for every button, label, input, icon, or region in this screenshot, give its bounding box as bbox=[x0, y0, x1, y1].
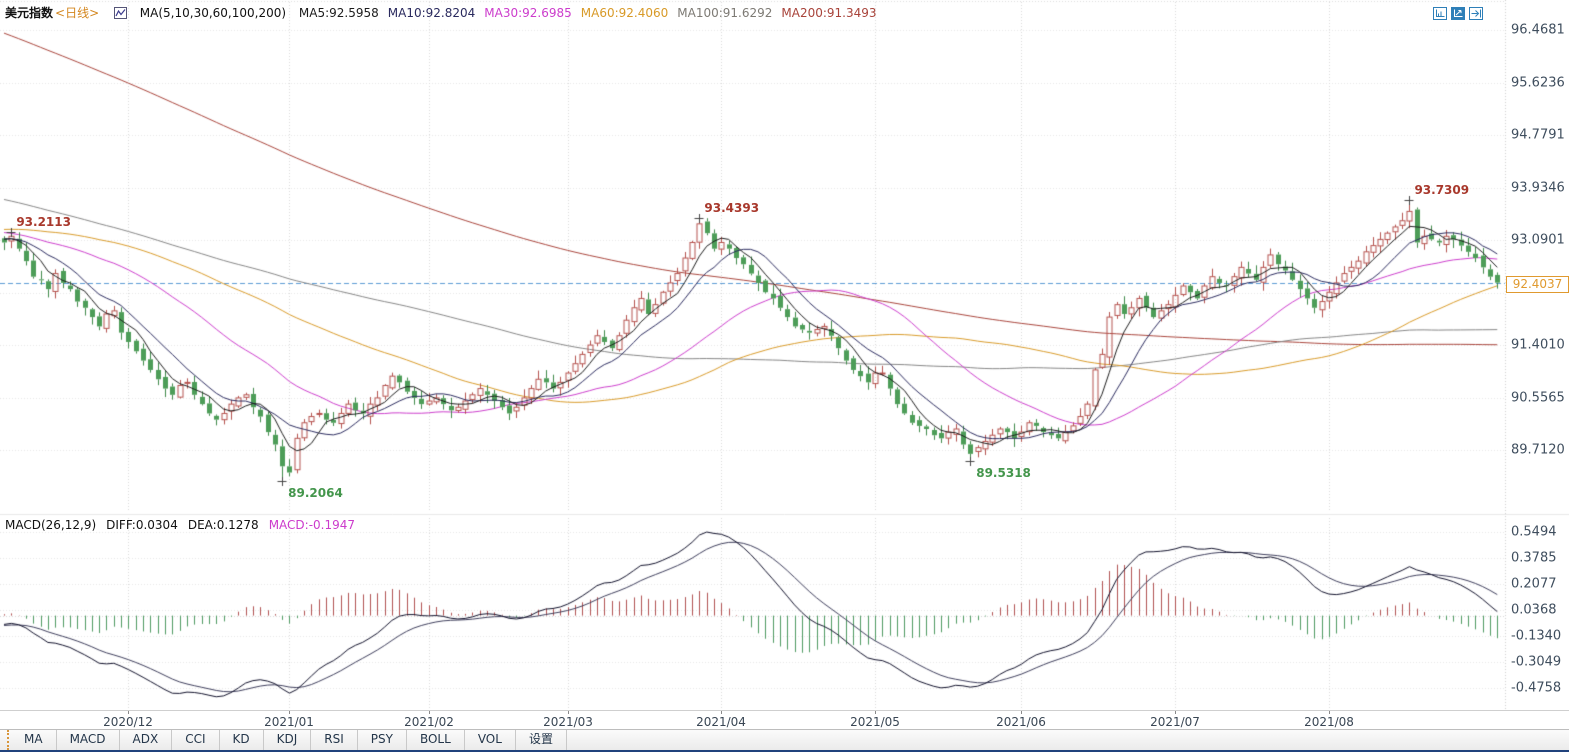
indicator-button-adx[interactable]: ADX bbox=[120, 730, 173, 750]
indicator-toolbar: MA MACD ADX CCI KD KDJ RSI PSY BOLL VOL 设置 bbox=[0, 729, 1569, 750]
price-annotation: 93.7309 bbox=[1414, 183, 1470, 198]
indicator-button-ma[interactable]: MA bbox=[11, 730, 57, 750]
date-tick bbox=[721, 711, 722, 714]
current-price-label: 92.4037 bbox=[1506, 275, 1569, 293]
price-axis-label: 93.9346 bbox=[1511, 180, 1565, 195]
macd-axis-label: 0.0368 bbox=[1511, 602, 1557, 618]
date-axis-label: 2021/08 bbox=[1304, 715, 1354, 729]
indicator-button-设置[interactable]: 设置 bbox=[516, 730, 567, 750]
price-annotation: 89.2064 bbox=[288, 486, 343, 501]
ma-value-label: MA100:91.6292 bbox=[677, 6, 773, 20]
macd-header-segment: DEA:0.1278 bbox=[187, 518, 259, 532]
ma-value-label: MA60:92.4060 bbox=[580, 6, 669, 20]
macd-pane-header: MACD(26,12,9) DIFF:0.0304 DEA:0.1278 MACD:-… bbox=[5, 518, 365, 532]
price-axis-label: 94.7791 bbox=[1511, 127, 1565, 143]
indicator-button-macd[interactable]: MACD bbox=[57, 730, 120, 750]
macd-axis-label: -0.3049 bbox=[1511, 654, 1562, 670]
macd-axis-label: -0.4758 bbox=[1511, 680, 1562, 696]
date-axis-label: 2021/06 bbox=[996, 715, 1046, 729]
macd-header-segment: DIFF:0.0304 bbox=[106, 518, 178, 532]
line-chart-icon[interactable] bbox=[113, 7, 127, 22]
ma-value-labels: MA5:92.5958 MA10:92.8204 MA30:92.6985 MA60:… bbox=[299, 6, 886, 20]
zoom-reset-icon[interactable] bbox=[1433, 7, 1447, 20]
ma-value-label: MA10:92.8204 bbox=[387, 6, 476, 20]
price-pane-header: 美元指数 <日线> MA(5,10,30,60,100,200) MA5:92.5… bbox=[5, 4, 895, 22]
symbol-title: 美元指数 bbox=[5, 6, 54, 20]
period-label: <日线> bbox=[55, 6, 100, 20]
macd-axis-label: -0.1340 bbox=[1511, 628, 1562, 644]
date-tick bbox=[128, 711, 129, 714]
indicator-button-psy[interactable]: PSY bbox=[358, 730, 407, 750]
price-annotation: 93.2113 bbox=[16, 215, 71, 230]
price-axis-label: 90.5565 bbox=[1511, 390, 1565, 405]
indicator-button-boll[interactable]: BOLL bbox=[407, 730, 465, 750]
macd-header-segment: MACD:-0.1947 bbox=[268, 518, 356, 532]
price-axis-label: 91.4010 bbox=[1511, 337, 1565, 353]
date-axis-label: 2021/05 bbox=[850, 715, 900, 729]
collapse-panel-icon[interactable] bbox=[1469, 7, 1483, 20]
indicator-buttons: MA MACD ADX CCI KD KDJ RSI PSY BOLL VOL 设置 bbox=[11, 730, 567, 750]
date-tick bbox=[429, 711, 430, 714]
macd-axis-label: 0.5494 bbox=[1511, 524, 1557, 540]
date-axis-label: 2021/01 bbox=[264, 715, 314, 729]
price-axis-label: 95.6236 bbox=[1511, 75, 1565, 90]
indicator-button-kd[interactable]: KD bbox=[220, 730, 264, 750]
indicator-button-rsi[interactable]: RSI bbox=[311, 730, 358, 750]
date-tick bbox=[1329, 711, 1330, 714]
price-axis-label: 93.0901 bbox=[1511, 232, 1565, 248]
auto-scale-icon[interactable] bbox=[1451, 7, 1465, 20]
chart-toolbar-icons bbox=[1433, 7, 1483, 20]
date-axis-row: 2020/12 2021/01 2021/02 2021/03 2021/04 2021/… bbox=[0, 710, 1569, 729]
macd-axis-label: 0.3785 bbox=[1511, 550, 1557, 566]
date-tick bbox=[1175, 711, 1176, 714]
ma-value-label: MA200:91.3493 bbox=[781, 6, 877, 20]
price-annotation: 93.4393 bbox=[704, 201, 760, 216]
ma-value-label: MA30:92.6985 bbox=[484, 6, 572, 20]
date-tick bbox=[289, 711, 290, 714]
toolbar-drag-handle[interactable] bbox=[0, 730, 9, 750]
ma-group-label: MA(5,10,30,60,100,200) bbox=[139, 6, 287, 20]
macd-axis-label: 0.2077 bbox=[1511, 576, 1557, 592]
date-axis-label: 2021/07 bbox=[1150, 715, 1200, 729]
window-bottom-border bbox=[0, 750, 1569, 752]
indicator-button-kdj[interactable]: KDJ bbox=[264, 730, 312, 750]
price-macd-chart-canvas[interactable] bbox=[0, 0, 1569, 710]
date-tick bbox=[568, 711, 569, 714]
date-axis-label: 2021/04 bbox=[696, 715, 746, 729]
date-axis-label: 2021/03 bbox=[543, 715, 593, 729]
price-axis-label: 96.4681 bbox=[1511, 22, 1565, 38]
ma-value-label: MA5:92.5958 bbox=[298, 6, 379, 20]
indicator-button-cci[interactable]: CCI bbox=[172, 730, 220, 750]
date-axis-label: 2021/02 bbox=[404, 715, 454, 729]
date-tick bbox=[1021, 711, 1022, 714]
price-axis-label: 89.7120 bbox=[1511, 442, 1565, 458]
indicator-button-vol[interactable]: VOL bbox=[465, 730, 516, 750]
price-annotation: 89.5318 bbox=[976, 466, 1031, 481]
date-axis-label: 2020/12 bbox=[103, 715, 153, 729]
date-tick bbox=[875, 711, 876, 714]
macd-header-segment: MACD(26,12,9) bbox=[5, 518, 97, 532]
